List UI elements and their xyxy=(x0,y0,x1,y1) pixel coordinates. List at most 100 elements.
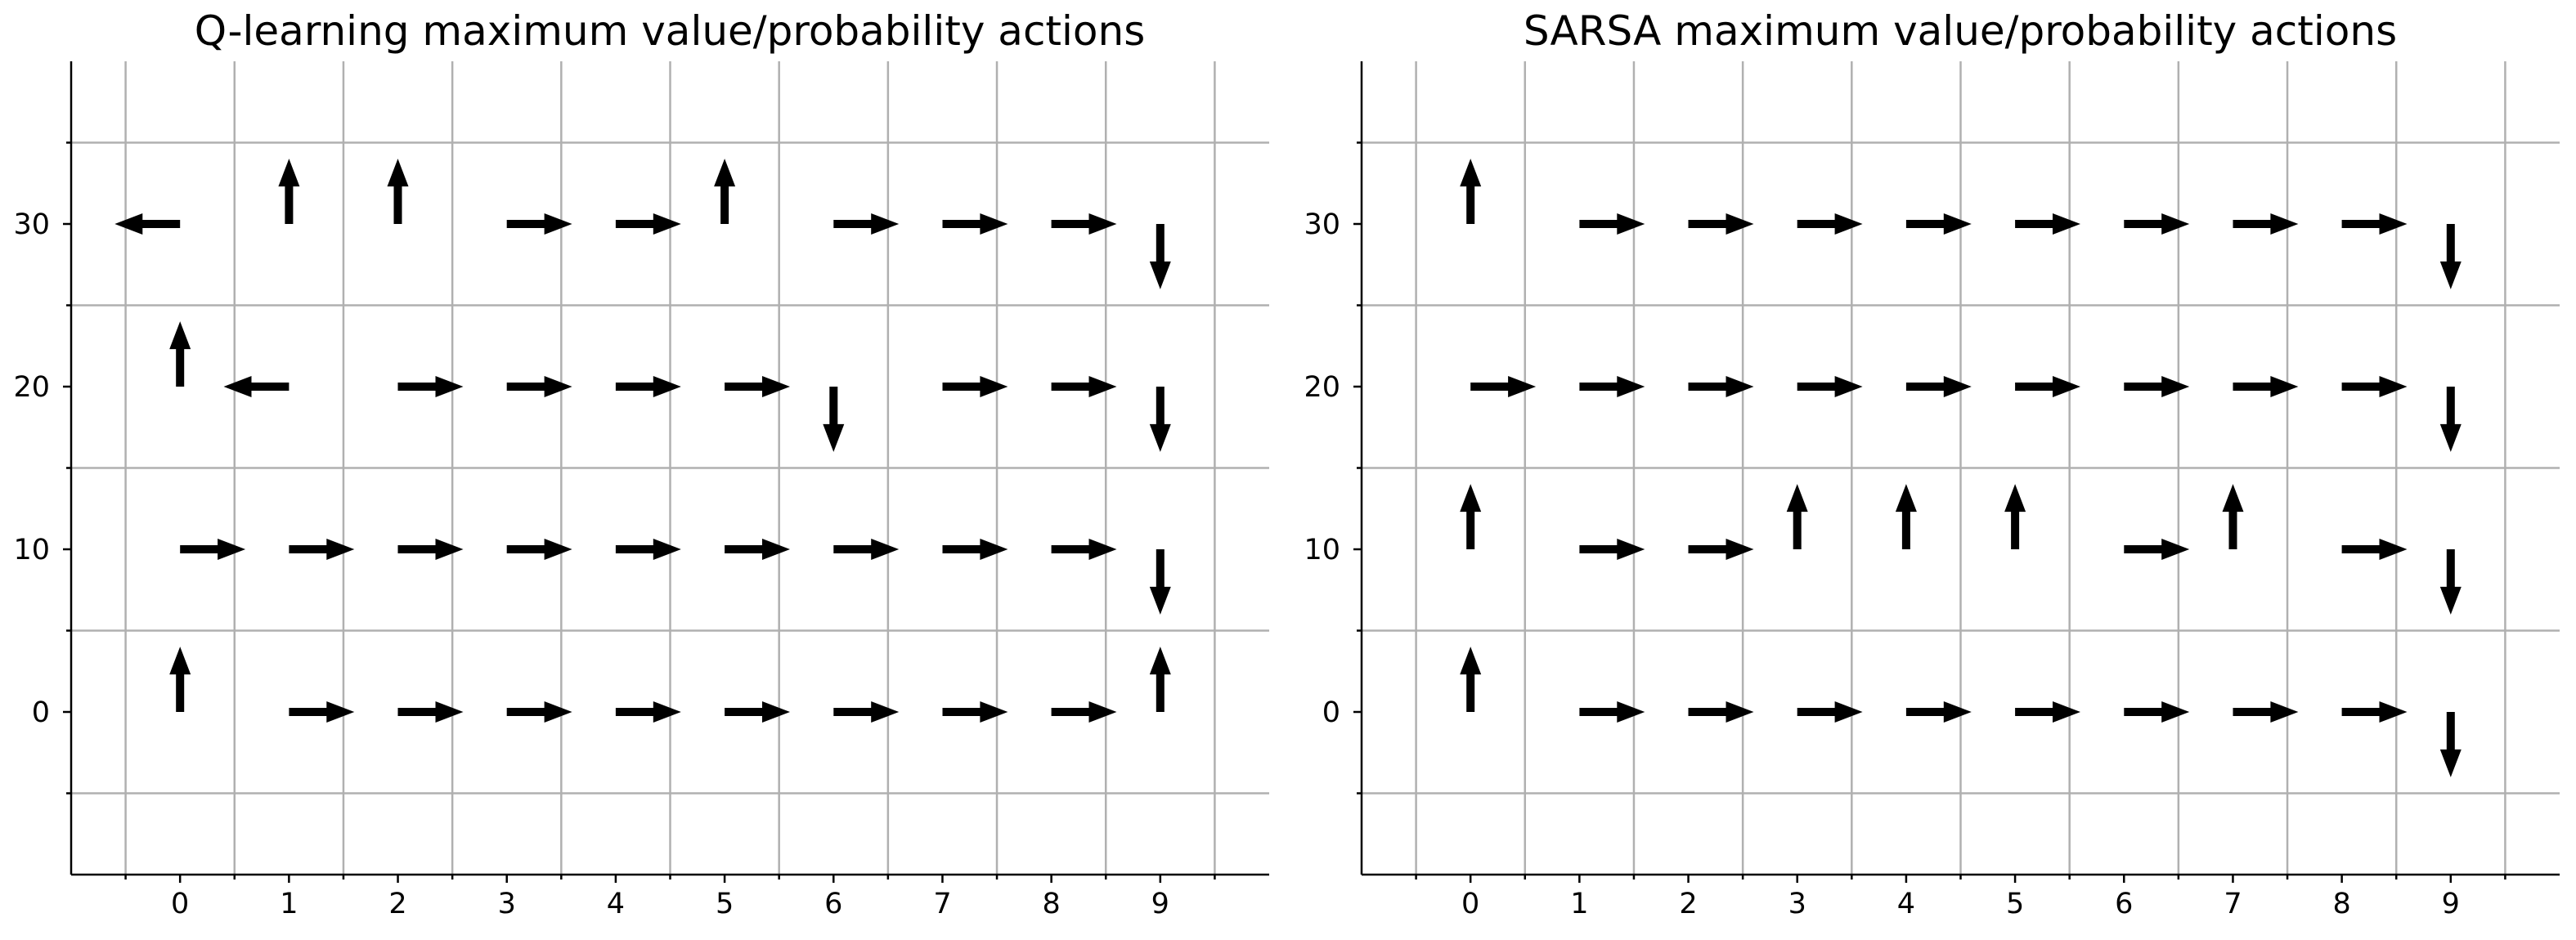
arrow-right-3-30 xyxy=(1797,213,1863,235)
arrow-right-6-0 xyxy=(2124,701,2190,723)
arrow-right-6-10 xyxy=(833,539,900,560)
y-tick-label: 20 xyxy=(1304,371,1340,404)
arrow-right-4-10 xyxy=(615,539,681,560)
y-tick-label: 0 xyxy=(1322,696,1340,729)
arrow-right-4-0 xyxy=(1905,701,1972,723)
x-tick-label: 7 xyxy=(2224,888,2242,920)
arrow-right-4-20 xyxy=(1905,376,1972,397)
arrow-right-7-30 xyxy=(2233,213,2299,235)
arrow-up-5-10 xyxy=(2004,484,2026,549)
arrow-right-1-20 xyxy=(1579,376,1645,397)
arrow-up-0-0 xyxy=(1460,647,1482,712)
grid xyxy=(71,61,1269,875)
arrows xyxy=(114,159,1171,723)
arrow-right-8-20 xyxy=(1051,376,1117,397)
arrow-right-2-20 xyxy=(397,376,464,397)
arrow-down-6-20 xyxy=(823,387,845,452)
x-tick-label: 0 xyxy=(1461,888,1479,920)
x-tick-label: 6 xyxy=(2115,888,2133,920)
arrow-right-8-0 xyxy=(1051,701,1117,723)
arrows xyxy=(1460,159,2462,777)
arrow-left-0-30 xyxy=(114,213,181,235)
x-tick-label: 4 xyxy=(607,888,625,920)
arrow-right-7-20 xyxy=(2233,376,2299,397)
x-tick-label: 2 xyxy=(388,888,406,920)
y-tick-label: 30 xyxy=(13,208,50,241)
q-learning-panel: Q-learning maximum value/probability act… xyxy=(13,7,1269,920)
chart-title: SARSA maximum value/probability actions xyxy=(1524,7,2397,55)
arrow-right-4-20 xyxy=(615,376,681,397)
x-tick-label: 1 xyxy=(1570,888,1588,920)
arrow-right-5-30 xyxy=(2015,213,2080,235)
arrow-up-3-10 xyxy=(1786,484,1808,549)
arrow-right-7-0 xyxy=(942,701,1008,723)
arrow-right-7-0 xyxy=(2233,701,2299,723)
y-tick-label: 20 xyxy=(13,371,50,404)
arrow-right-8-20 xyxy=(2341,376,2408,397)
x-tick-label: 4 xyxy=(1897,888,1915,920)
x-tick-label: 7 xyxy=(933,888,951,920)
arrow-down-9-20 xyxy=(1149,387,1171,452)
arrow-up-9-0 xyxy=(1149,647,1171,712)
x-tick-label: 8 xyxy=(1042,888,1060,920)
arrow-right-5-10 xyxy=(725,539,790,560)
arrow-up-0-20 xyxy=(169,321,191,387)
arrow-right-8-10 xyxy=(1051,539,1117,560)
x-tick-label: 2 xyxy=(1679,888,1697,920)
arrow-right-0-20 xyxy=(1470,376,1537,397)
arrow-right-0-10 xyxy=(180,539,246,560)
arrow-right-1-10 xyxy=(1579,539,1645,560)
arrow-right-3-0 xyxy=(1797,701,1863,723)
x-tick-label: 5 xyxy=(716,888,734,920)
arrow-right-2-10 xyxy=(1688,539,1754,560)
arrow-right-5-0 xyxy=(725,701,790,723)
arrow-right-8-30 xyxy=(1051,213,1117,235)
arrow-right-4-30 xyxy=(1905,213,1972,235)
arrow-down-9-10 xyxy=(2439,549,2462,615)
x-tick-label: 9 xyxy=(2442,888,2460,920)
chart-title: Q-learning maximum value/probability act… xyxy=(195,7,1146,55)
arrow-up-0-10 xyxy=(1460,484,1482,549)
y-tick-label: 30 xyxy=(1304,208,1340,241)
x-tick-label: 5 xyxy=(2006,888,2024,920)
y-tick-label: 0 xyxy=(32,696,50,729)
arrow-down-9-30 xyxy=(2439,224,2462,289)
x-tick-label: 8 xyxy=(2332,888,2350,920)
arrow-right-8-0 xyxy=(2341,701,2408,723)
sarsa-panel: SARSA maximum value/probability actions … xyxy=(1304,7,2560,920)
arrow-right-7-10 xyxy=(942,539,1008,560)
arrow-right-5-20 xyxy=(725,376,790,397)
x-tick-label: 6 xyxy=(824,888,842,920)
arrow-right-6-10 xyxy=(2124,539,2190,560)
arrow-up-4-10 xyxy=(1895,484,1917,549)
arrow-right-2-30 xyxy=(1688,213,1754,235)
arrow-up-2-30 xyxy=(387,159,409,224)
x-tick-label: 0 xyxy=(171,888,189,920)
arrow-down-9-10 xyxy=(1149,549,1171,615)
arrow-right-8-30 xyxy=(2341,213,2408,235)
arrow-down-9-20 xyxy=(2439,387,2462,452)
arrow-right-3-0 xyxy=(506,701,572,723)
x-tick-label: 3 xyxy=(1788,888,1806,920)
arrow-right-7-30 xyxy=(942,213,1008,235)
arrow-right-2-0 xyxy=(397,701,464,723)
arrow-right-8-10 xyxy=(2341,539,2408,560)
arrow-right-6-20 xyxy=(2124,376,2190,397)
arrow-down-9-30 xyxy=(1149,224,1171,289)
arrow-right-7-20 xyxy=(942,376,1008,397)
y-tick-label: 10 xyxy=(1304,534,1340,566)
arrow-right-6-0 xyxy=(833,701,900,723)
grid xyxy=(1362,61,2560,875)
arrow-right-1-0 xyxy=(289,701,355,723)
arrow-down-9-0 xyxy=(2439,712,2462,777)
x-tick-label: 9 xyxy=(1151,888,1169,920)
arrow-right-1-10 xyxy=(289,539,355,560)
arrow-right-2-0 xyxy=(1688,701,1754,723)
arrow-right-4-30 xyxy=(615,213,681,235)
arrow-right-3-20 xyxy=(506,376,572,397)
arrow-right-5-20 xyxy=(2015,376,2080,397)
arrow-right-4-0 xyxy=(615,701,681,723)
arrow-up-7-10 xyxy=(2222,484,2244,549)
arrow-up-5-30 xyxy=(714,159,736,224)
